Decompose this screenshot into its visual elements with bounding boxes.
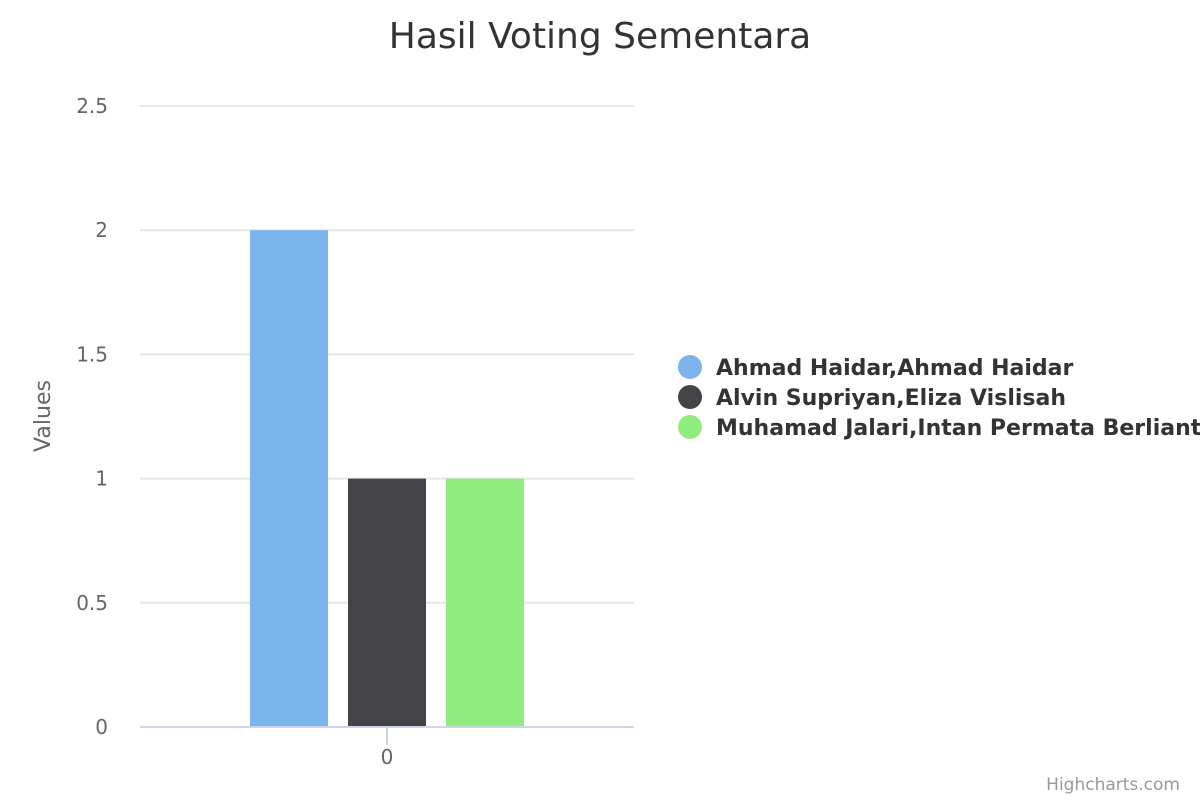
y-tick-label: 0: [95, 715, 108, 739]
chart-title: Hasil Voting Sementara: [389, 16, 812, 57]
y-tick-label: 2: [95, 218, 108, 242]
legend-item[interactable]: Alvin Supriyan,Eliza Vislisah: [678, 385, 1066, 411]
y-axis-ticks: 0 0.5 1 1.5 2 2.5: [76, 94, 108, 739]
x-axis-ticks: 0: [381, 727, 394, 769]
bars: [250, 230, 524, 727]
legend-marker: [678, 385, 702, 409]
y-tick-label: 0.5: [76, 591, 108, 615]
legend-label: Muhamad Jalari,Intan Permata Berliant: [716, 416, 1200, 441]
legend-marker: [678, 415, 702, 439]
legend[interactable]: Ahmad Haidar,Ahmad Haidar Alvin Supriyan,…: [678, 355, 1200, 441]
bar[interactable]: [250, 230, 328, 727]
x-tick-label: 0: [381, 745, 394, 769]
y-tick-label: 1.5: [76, 342, 108, 366]
grid-lines: [140, 105, 634, 604]
bar[interactable]: [348, 478, 426, 727]
y-tick-label: 1: [95, 467, 108, 491]
y-axis-title: Values: [31, 380, 56, 452]
legend-item[interactable]: Muhamad Jalari,Intan Permata Berliant: [678, 415, 1200, 441]
legend-label: Alvin Supriyan,Eliza Vislisah: [716, 386, 1066, 411]
legend-marker: [678, 355, 702, 379]
legend-item[interactable]: Ahmad Haidar,Ahmad Haidar: [678, 355, 1073, 381]
y-tick-label: 2.5: [76, 94, 108, 118]
credits[interactable]: Highcharts.com: [1046, 775, 1180, 795]
bar[interactable]: [446, 478, 524, 727]
legend-label: Ahmad Haidar,Ahmad Haidar: [716, 356, 1073, 381]
